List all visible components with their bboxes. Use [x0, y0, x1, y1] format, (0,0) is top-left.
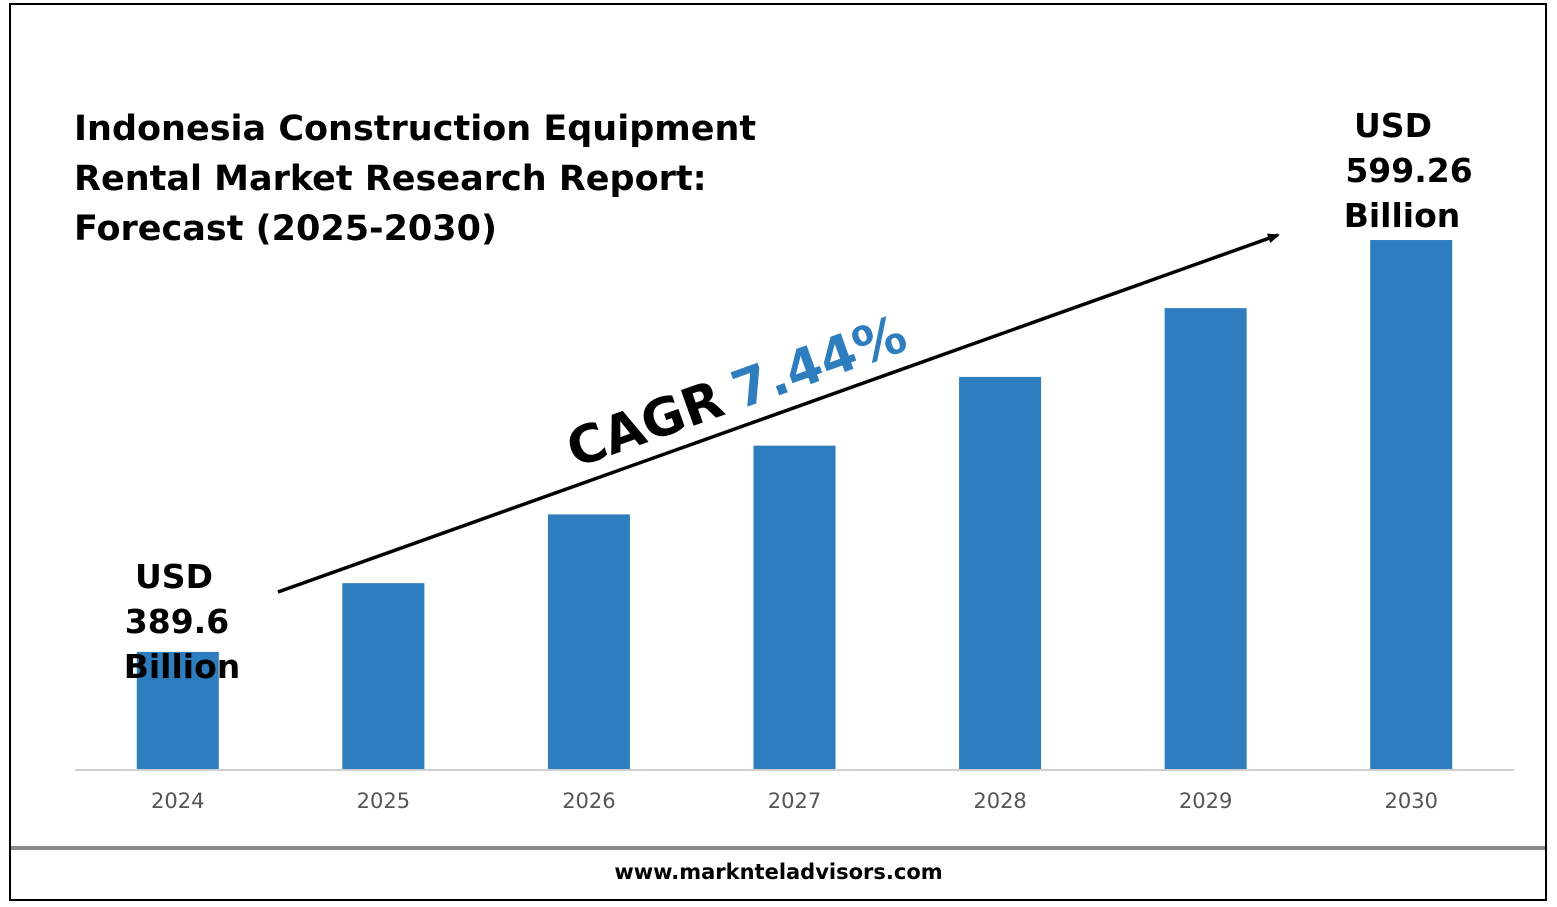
chart-title: Indonesia Construction Equipment Rental … — [74, 109, 756, 249]
footer-divider — [11, 846, 1545, 850]
bar-2030 — [1370, 240, 1453, 769]
start-callout-line-1: USD — [135, 557, 213, 596]
bar-2028 — [959, 376, 1042, 769]
start-callout-line-2: 389.6 — [125, 602, 229, 641]
bar-2027 — [753, 445, 836, 769]
start-value-callout: USD 389.6 Billion — [124, 557, 241, 686]
bar-series — [136, 240, 1453, 769]
footer-website: www.marknteladvisors.com — [614, 860, 943, 884]
end-callout-line-1: USD — [1354, 106, 1432, 145]
x-tick-label-2030: 2030 — [1384, 789, 1437, 813]
bar-2029 — [1164, 308, 1247, 769]
end-callout-line-2: 599.26 — [1345, 151, 1472, 190]
title-line-1: Indonesia Construction Equipment — [74, 109, 756, 149]
x-tick-label-2026: 2026 — [562, 789, 615, 813]
cagr-label: CAGR7.44% — [559, 304, 914, 480]
cagr-label-text: CAGR — [559, 370, 731, 481]
cagr-value: 7.44% — [724, 304, 914, 421]
x-tick-label-2025: 2025 — [357, 789, 410, 813]
bar-2024 — [136, 651, 219, 769]
x-tick-label-2024: 2024 — [151, 789, 204, 813]
cagr-arrow — [277, 233, 1280, 594]
title-line-3: Forecast (2025-2030) — [74, 209, 497, 249]
end-callout-line-3: Billion — [1344, 196, 1461, 235]
end-value-callout: USD 599.26 Billion — [1344, 106, 1473, 235]
x-tick-label-2029: 2029 — [1179, 789, 1232, 813]
x-tick-label-2028: 2028 — [973, 789, 1026, 813]
x-axis-ticks: 2024 2025 2026 2027 2028 2029 2030 — [151, 789, 1438, 813]
bar-2025 — [342, 583, 425, 769]
x-tick-label-2027: 2027 — [768, 789, 821, 813]
start-callout-line-3: Billion — [124, 647, 241, 686]
title-line-2: Rental Market Research Report: — [74, 159, 707, 199]
bar-2026 — [547, 514, 630, 769]
